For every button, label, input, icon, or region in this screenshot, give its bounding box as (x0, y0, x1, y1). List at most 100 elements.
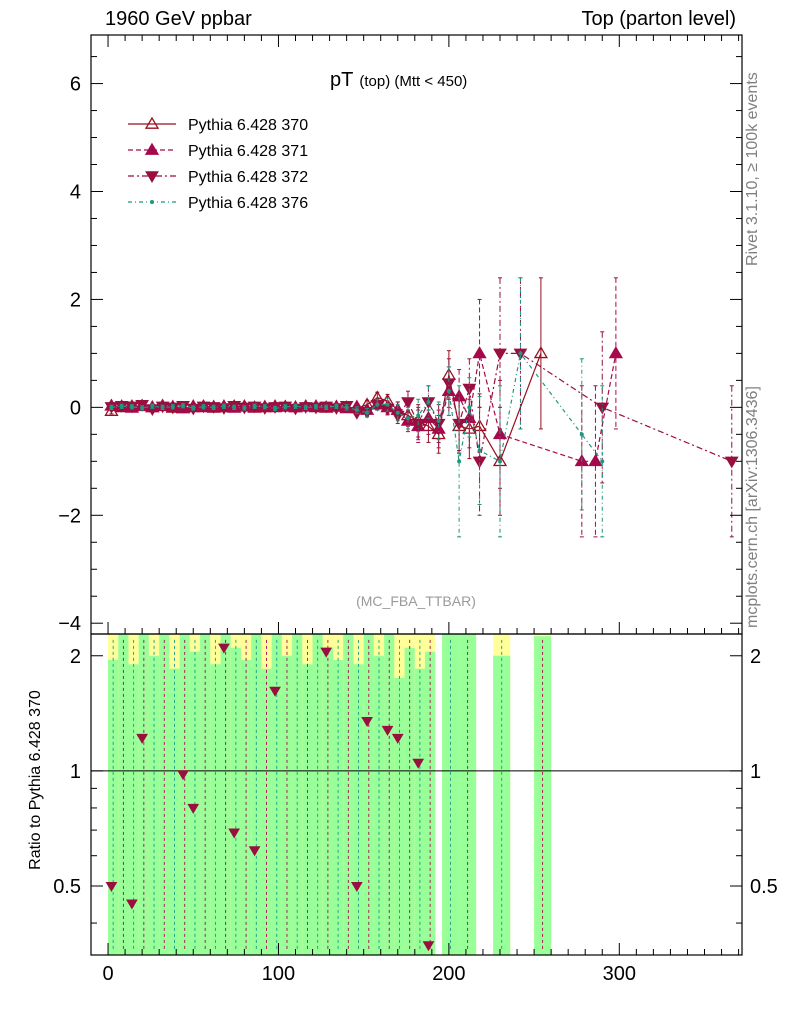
ratio-y-tick-label: 0.5 (750, 876, 778, 898)
ratio-band-green (271, 634, 282, 955)
chart-subtitle: (top) (Mtt < 450) (359, 73, 467, 90)
data-point (273, 406, 278, 411)
data-point (724, 456, 739, 469)
ratio-point (187, 803, 200, 814)
x-tick-label: 200 (432, 963, 465, 985)
data-point (181, 403, 186, 408)
ratio-band-green (179, 634, 190, 955)
ratio-y-tick-label: 2 (750, 646, 761, 668)
ratio-band-green (200, 634, 211, 955)
legend-marker (150, 200, 154, 204)
ratio-band-green (493, 655, 511, 955)
ratio-point (177, 770, 189, 781)
ratio-point (228, 828, 241, 839)
ratio-y-tick-label: 1 (750, 761, 761, 783)
ratio-band-green (442, 634, 460, 955)
data-point (211, 405, 216, 410)
data-point (293, 404, 298, 409)
data-point (201, 404, 206, 409)
ratio-band-green (459, 634, 477, 955)
ratio-band-green (343, 634, 354, 955)
header-energy-label: 1960 GeV ppbar (105, 8, 252, 30)
y-tick-label: 0 (70, 397, 81, 419)
data-point (160, 405, 165, 410)
ratio-y-axis-label: Ratio to Pythia 6.428 370 (27, 690, 44, 870)
data-point (344, 405, 349, 410)
data-point (436, 418, 441, 423)
x-tick-label: 100 (262, 963, 295, 985)
ratio-point (412, 758, 425, 769)
ratio-point (350, 881, 363, 892)
data-point (262, 404, 267, 409)
data-point (191, 405, 196, 410)
ratio-band-green (230, 647, 241, 955)
header-process-label: Top (parton level) (581, 8, 736, 30)
chart-title: pT (330, 69, 353, 91)
ratio-band-green (414, 668, 426, 955)
y-tick-label: 4 (70, 181, 81, 203)
ratio-y-tick-label: 2 (70, 646, 81, 668)
ratio-band-green (169, 668, 180, 955)
data-point (119, 404, 124, 409)
data-point (354, 408, 359, 413)
data-point (401, 397, 415, 409)
data-point (416, 413, 421, 418)
data-point (446, 389, 451, 394)
ratio-point (269, 686, 281, 697)
ratio-band-green (322, 647, 333, 955)
legend-marker (144, 142, 160, 155)
data-point (365, 410, 370, 415)
ratio-band-green (108, 659, 119, 955)
data-point (405, 416, 410, 421)
analysis-watermark: (MC_FBA_TTBAR) (356, 593, 476, 609)
mcplots-label: mcplots.cern.ch [arXiv:1306.3436] (744, 386, 761, 628)
data-point (221, 404, 226, 409)
data-point (334, 404, 339, 409)
ratio-band-green (332, 659, 344, 955)
data-point (533, 346, 549, 359)
ratio-band-green (384, 634, 395, 955)
y-tick-label: 6 (70, 74, 81, 96)
data-point (472, 456, 487, 469)
legend-marker (144, 116, 160, 129)
data-point (129, 404, 134, 409)
data-point (477, 448, 482, 453)
data-point (375, 402, 380, 407)
ratio-y-tick-label: 0.5 (53, 876, 81, 898)
ratio-point (105, 881, 118, 892)
ratio-band-green (292, 634, 303, 955)
data-point (150, 404, 155, 409)
ratio-point (136, 733, 148, 744)
ratio-band-green (220, 634, 231, 955)
ratio-point (422, 941, 435, 952)
data-point (493, 348, 507, 361)
ratio-band-green (363, 634, 374, 955)
data-point (579, 432, 584, 437)
ratio-band-green (373, 655, 385, 955)
data-point (518, 351, 523, 356)
ratio-point (391, 733, 404, 744)
ratio-point (361, 717, 373, 728)
data-point (232, 405, 237, 410)
ratio-plot-frame (90, 633, 743, 956)
legend-label: Pythia 6.428 370 (188, 117, 308, 134)
ratio-band-green (251, 634, 262, 955)
x-tick-label: 300 (603, 963, 636, 985)
data-point (252, 404, 257, 409)
data-point (109, 405, 114, 410)
data-point (303, 405, 308, 410)
data-point (426, 399, 431, 404)
ratio-band-green (138, 634, 149, 955)
legend-marker (145, 171, 159, 183)
data-point (170, 404, 175, 409)
x-tick-label: 0 (102, 963, 113, 985)
ratio-band-green (312, 634, 323, 955)
data-point (498, 459, 503, 464)
ratio-point (320, 647, 333, 658)
data-point (385, 402, 390, 407)
ratio-point (218, 643, 230, 654)
ratio-band-green (148, 655, 160, 955)
data-point (457, 459, 462, 464)
legend-label: Pythia 6.428 372 (188, 169, 308, 186)
ratio-band-green (118, 634, 129, 955)
